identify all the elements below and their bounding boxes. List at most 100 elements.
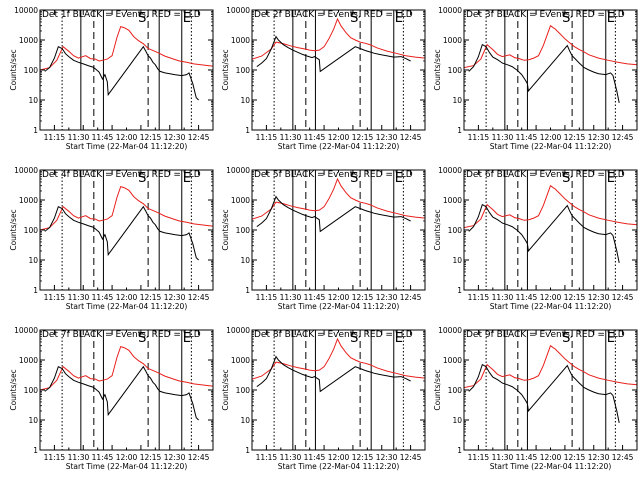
end-marker-label: E	[607, 11, 615, 26]
y-tick-label: 10000	[14, 6, 38, 15]
x-tick-label: 11:30	[280, 453, 302, 462]
x-tick-label: 12:30	[164, 453, 186, 462]
y-tick-label: 100	[236, 226, 251, 235]
x-tick-label: 11:15	[44, 453, 66, 462]
start-marker-label: S	[350, 331, 358, 346]
y-tick-label: 1	[33, 446, 38, 455]
x-tick-label: 12:00	[328, 453, 350, 462]
y-tick-label: 1	[245, 286, 250, 295]
y-tick-label: 1	[457, 126, 462, 135]
x-tick-label: 12:45	[188, 133, 210, 142]
x-tick-label: 12:00	[116, 133, 138, 142]
chart-title: Det 3f BLACK = Events, RED = LLD	[466, 10, 625, 20]
events-series-line	[44, 205, 199, 261]
y-tick-label: 10000	[14, 166, 38, 175]
events-series-line	[256, 355, 411, 393]
x-tick-label: 11:45	[92, 293, 114, 302]
end-marker-label: E	[395, 171, 403, 186]
lld-series-line	[252, 17, 425, 60]
x-tick-label: 12:15	[140, 133, 162, 142]
x-tick-label: 12:45	[612, 453, 634, 462]
plot-frame	[463, 9, 638, 131]
x-tick-label: 12:00	[540, 293, 562, 302]
x-tick-label: 12:00	[540, 133, 562, 142]
y-axis-label: Counts/sec	[9, 369, 18, 410]
x-tick-label: 11:45	[304, 133, 326, 142]
events-series-line	[256, 35, 411, 73]
y-axis-label: Counts/sec	[221, 369, 230, 410]
x-tick-label: 11:15	[256, 453, 278, 462]
y-tick-label: 1000	[19, 356, 38, 365]
start-marker-label: S	[138, 331, 146, 346]
start-marker-label: S	[562, 11, 570, 26]
start-marker-label: S	[138, 11, 146, 26]
y-tick-label: 10	[28, 416, 38, 425]
y-tick-label: 100	[448, 386, 463, 395]
x-tick-label: 11:30	[280, 293, 302, 302]
end-marker-label: E	[183, 11, 191, 26]
y-tick-label: 1000	[231, 36, 250, 45]
end-marker-label: E	[395, 331, 403, 346]
chart-title: Det 6f BLACK = Events, RED = LLD	[466, 170, 625, 180]
x-tick-label: 12:15	[140, 453, 162, 462]
y-tick-label: 100	[236, 66, 251, 75]
lld-series-line	[464, 24, 637, 69]
y-tick-label: 1	[33, 286, 38, 295]
x-tick-label: 12:15	[140, 293, 162, 302]
x-tick-label: 12:30	[588, 133, 610, 142]
x-axis-label: Start Time (22-Mar-04 11:12:20)	[490, 462, 612, 471]
x-tick-label: 12:15	[564, 133, 586, 142]
x-tick-label: 11:45	[516, 133, 538, 142]
x-tick-label: 12:45	[612, 133, 634, 142]
plot-frame	[463, 329, 638, 451]
y-tick-label: 10	[240, 256, 250, 265]
x-tick-label: 11:45	[92, 133, 114, 142]
x-tick-label: 12:30	[376, 133, 398, 142]
y-tick-label: 1	[245, 446, 250, 455]
lld-series-line	[464, 184, 637, 229]
plot-frame	[251, 9, 426, 131]
y-axis-label: Counts/sec	[221, 209, 230, 250]
end-marker-label: E	[395, 11, 403, 26]
y-tick-label: 100	[24, 386, 39, 395]
y-tick-label: 10	[452, 96, 462, 105]
x-axis-label: Start Time (22-Mar-04 11:12:20)	[66, 142, 188, 151]
x-tick-label: 11:15	[44, 133, 66, 142]
x-tick-label: 12:00	[116, 293, 138, 302]
y-axis-label: Counts/sec	[221, 49, 230, 90]
y-tick-label: 10000	[226, 326, 250, 335]
x-tick-label: 12:45	[400, 133, 422, 142]
x-axis-label: Start Time (22-Mar-04 11:12:20)	[66, 462, 188, 471]
x-axis-label: Start Time (22-Mar-04 11:12:20)	[278, 302, 400, 311]
lld-series-line	[40, 25, 213, 71]
x-tick-label: 12:30	[588, 293, 610, 302]
events-series-line	[468, 363, 620, 423]
x-tick-label: 11:45	[304, 453, 326, 462]
x-axis-label: Start Time (22-Mar-04 11:12:20)	[490, 142, 612, 151]
x-tick-label: 11:45	[516, 453, 538, 462]
x-tick-label: 12:15	[352, 293, 374, 302]
chart-title: Det 2f BLACK = Events, RED = LLD	[254, 10, 413, 20]
x-tick-label: 11:15	[468, 293, 490, 302]
plot-frame	[251, 329, 426, 451]
x-tick-label: 12:00	[328, 133, 350, 142]
x-tick-label: 12:30	[164, 293, 186, 302]
y-tick-label: 10000	[226, 6, 250, 15]
x-tick-label: 11:30	[68, 293, 90, 302]
y-tick-label: 10000	[438, 166, 462, 175]
x-tick-label: 12:45	[612, 293, 634, 302]
chart-title: Det 5f BLACK = Events, RED = LLD	[254, 170, 413, 180]
x-tick-label: 12:30	[376, 453, 398, 462]
y-tick-label: 100	[236, 386, 251, 395]
x-tick-label: 11:15	[468, 133, 490, 142]
x-tick-label: 11:30	[68, 133, 90, 142]
y-tick-label: 1	[33, 126, 38, 135]
x-tick-label: 11:30	[492, 293, 514, 302]
x-tick-label: 12:45	[188, 453, 210, 462]
